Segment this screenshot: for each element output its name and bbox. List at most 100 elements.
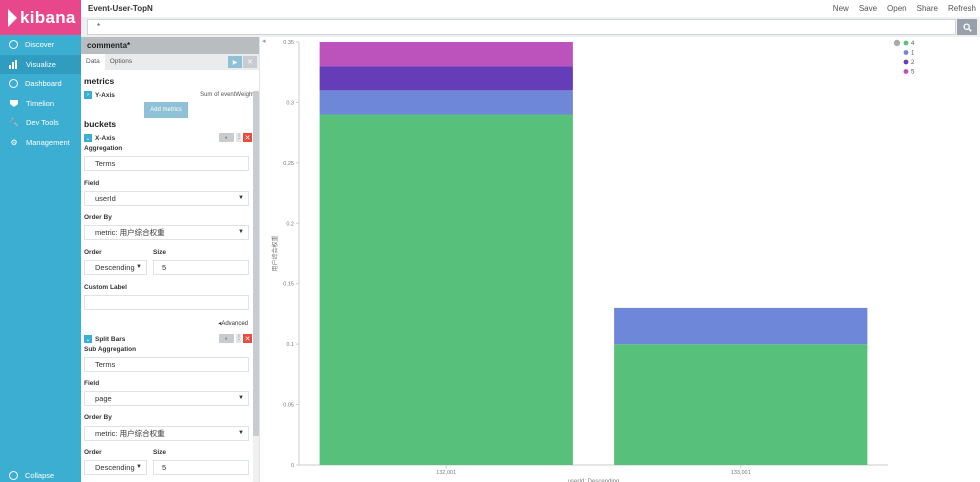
add-metrics-button[interactable]: Add metrics	[144, 102, 188, 118]
toggle-icon[interactable]: ◐	[219, 133, 234, 142]
bar-segment	[614, 344, 868, 465]
chevron-down-icon[interactable]: ⌄	[84, 335, 92, 343]
order-select[interactable]: Descending ▼	[84, 460, 147, 475]
size-label: Size	[153, 249, 167, 256]
bar-chart-icon	[9, 59, 19, 69]
bucket-controls: ◐ ⋮ ✕	[219, 334, 252, 343]
order-value: Descending	[95, 463, 135, 472]
legend-swatch	[903, 50, 909, 55]
drag-handle-icon[interactable]: ⋮	[236, 133, 242, 142]
y-tick-label: 0.3	[286, 100, 294, 106]
legend-entry-label: 2	[911, 60, 915, 66]
sub-aggregation-select[interactable]: Terms	[84, 357, 249, 372]
sidebar-collapse-handle[interactable]: ◂	[262, 38, 266, 45]
nav-item-visualize[interactable]: Visualize	[0, 54, 81, 74]
field-label: Field	[84, 180, 100, 187]
bucket-name: X-Axis	[95, 134, 116, 142]
size-input[interactable]: 5	[153, 460, 249, 475]
menu-new[interactable]: New	[832, 4, 849, 13]
tab-options[interactable]: Options	[109, 58, 133, 65]
order-select[interactable]: Descending ▼	[84, 260, 147, 275]
search-button[interactable]	[957, 19, 977, 35]
order-by-select[interactable]: metric: 用户综合权重 ▼	[84, 225, 249, 240]
nav-label: Dev Tools	[26, 118, 59, 128]
nav-label: Management	[26, 137, 70, 147]
size-label: Size	[153, 449, 167, 456]
advanced-toggle[interactable]: ◂Advanced	[218, 320, 248, 327]
caret-down-icon: ▼	[136, 464, 142, 470]
y-tick-label: 0	[291, 463, 294, 469]
top-menu: New Save Open Share Refresh	[823, 4, 980, 13]
metric-y-axis[interactable]: › Y-Axis Sum of eventWeight	[81, 89, 259, 101]
stacked-bar-chart: 0 0.05 0.1 0.15 0.2 0.25 0.3 0.35 用户综合权重 132,001 1…	[271, 39, 915, 482]
custom-label-input[interactable]	[84, 295, 249, 310]
collapse-label: Collapse	[25, 470, 55, 480]
kibana-logo[interactable]: kibana	[0, 0, 81, 35]
chart-area: 0 0.05 0.1 0.15 0.2 0.25 0.3 0.35 用户综合权重 132,001 1…	[268, 37, 980, 482]
bar-segment	[614, 307, 868, 345]
y-tick-label: 0.2	[286, 221, 294, 227]
remove-icon[interactable]: ✕	[243, 133, 252, 142]
nav-item-management[interactable]: ⚙ Management	[0, 133, 81, 153]
y-tick-label: 0.35	[283, 40, 294, 46]
field-select[interactable]: page ▼	[84, 391, 249, 406]
menu-save[interactable]: Save	[858, 4, 878, 13]
collapse-nav-button[interactable]: Collapse	[0, 468, 81, 482]
search-input[interactable]: *	[87, 19, 956, 35]
search-bar: *	[81, 17, 980, 37]
visualization-title: Event-User-TopN	[88, 4, 153, 13]
kibana-logo-icon	[8, 8, 17, 27]
vis-editor-sidebar: commenta* Data Options ▶ ✕ metrics › Y-A…	[81, 37, 260, 482]
nav-item-dashboard[interactable]: Dashboard	[0, 74, 81, 94]
chevron-right-icon[interactable]: ›	[84, 91, 92, 99]
remove-icon[interactable]: ✕	[243, 334, 252, 343]
toggle-icon[interactable]: ◐	[219, 334, 234, 343]
nav-item-timelion[interactable]: Timelion	[0, 94, 81, 114]
field-label: Field	[84, 380, 100, 387]
dashboard-icon	[9, 79, 18, 89]
bar-segment	[319, 90, 573, 115]
order-by-value: metric: 用户综合权重	[95, 429, 165, 438]
tab-data[interactable]: Data	[81, 54, 105, 70]
legend-toggle-icon	[893, 39, 901, 47]
editor-scrollbar-thumb[interactable]	[253, 91, 259, 436]
custom-label-label: Custom Label	[84, 284, 127, 291]
legend-entry-label: 1	[911, 51, 915, 57]
field-value: page	[95, 394, 112, 403]
legend-swatch	[903, 40, 909, 46]
search-icon	[962, 22, 972, 32]
caret-down-icon: ▼	[238, 395, 244, 401]
bucket-split-bars[interactable]: ⌄ Split Bars	[81, 333, 259, 345]
aggregation-select[interactable]: Terms	[84, 156, 249, 171]
sub-aggregation-value: Terms	[95, 360, 116, 369]
order-by-select[interactable]: metric: 用户综合权重 ▼	[84, 426, 249, 441]
menu-refresh[interactable]: Refresh	[947, 4, 976, 13]
field-select[interactable]: userId ▼	[84, 191, 249, 206]
nav-item-dev-tools[interactable]: 🔧 Dev Tools	[0, 113, 81, 133]
menu-open[interactable]: Open	[887, 4, 907, 13]
shield-icon	[9, 98, 19, 108]
y-tick-label: 0.1	[286, 342, 294, 348]
chevron-down-icon[interactable]: ⌄	[84, 134, 92, 142]
size-input[interactable]: 5	[153, 260, 249, 275]
drag-handle-icon[interactable]: ⋮	[236, 334, 242, 343]
legend-swatch	[903, 59, 909, 65]
bar-segment	[319, 42, 573, 67]
sub-aggregation-label: Sub Aggregation	[84, 346, 137, 353]
index-pattern-title: commenta*	[81, 37, 259, 54]
y-tick-label: 0.15	[283, 282, 294, 288]
top-bar: Event-User-TopN New Save Open Share Refr…	[81, 0, 980, 17]
caret-down-icon: ▼	[136, 264, 142, 270]
gear-icon: ⚙	[10, 137, 18, 147]
editor-tabs: Data Options ▶ ✕	[81, 54, 259, 70]
side-nav: kibana Discover Visualize Dashboard Time…	[0, 0, 81, 482]
bucket-x-axis[interactable]: ⌄ X-Axis	[81, 132, 259, 144]
aggregation-label: Aggregation	[84, 145, 123, 152]
apply-changes-button[interactable]: ▶	[228, 56, 242, 68]
discard-changes-button[interactable]: ✕	[243, 56, 257, 68]
legend-entry-label: 4	[911, 41, 915, 47]
nav-item-discover[interactable]: Discover	[0, 35, 81, 55]
menu-share[interactable]: Share	[916, 4, 938, 13]
order-label: Order	[84, 249, 102, 256]
advanced-label: Advanced	[221, 321, 248, 327]
